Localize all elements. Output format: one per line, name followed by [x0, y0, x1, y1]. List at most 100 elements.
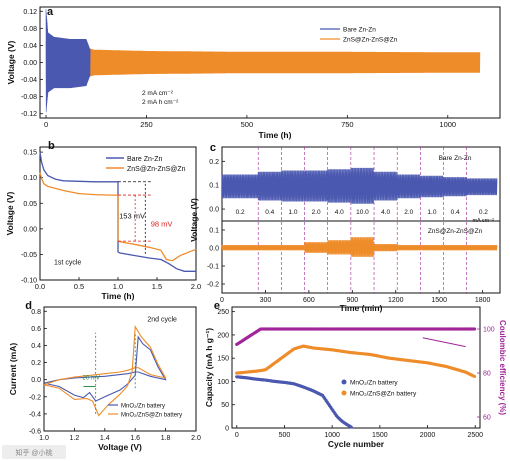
panel-c-rate-label: 10.0	[356, 209, 369, 216]
panel-c-ytick-label-top: 0.1	[209, 183, 219, 190]
panel-b-ytick-label: -0.05	[21, 252, 37, 259]
panel-b-xtick-label: 2.0	[191, 282, 201, 291]
panel-c-rate-label: 4.0	[381, 209, 390, 216]
panel-d-frame	[43, 306, 197, 432]
panel-a-ytick-label: 0.04	[23, 43, 37, 50]
panel-a-condition-current: 2 mA cm⁻²	[142, 90, 174, 97]
panel-e-ytick-label: 0	[225, 426, 229, 433]
panel-a-xtick-label: 1000	[439, 120, 456, 129]
panel-c-xtick-label: 900	[346, 297, 358, 304]
panel-c-series-zns	[221, 237, 498, 257]
panel-b-xtick-label: 0.0	[35, 282, 45, 291]
panel-d-xtick-label: 2.0	[191, 435, 201, 442]
panel-c-xtick-label: 1200	[388, 297, 404, 304]
panel-e-ytick-label: 250	[217, 309, 229, 316]
panel-a-series-bare	[45, 9, 91, 113]
panel-c-ylabel: Voltage (V)	[189, 198, 199, 242]
panel-a-series-zns	[45, 41, 481, 84]
panel-c-xlabel: Time (min)	[340, 303, 383, 313]
panel-c-xtick-label: 0	[220, 297, 224, 304]
panel-a-ytick-label: -0.12	[21, 111, 37, 118]
panel-e-xtick-label: 1000	[324, 432, 340, 439]
panel-d-ylabel: Current (mA)	[8, 343, 18, 396]
panel-e-legend-zns: MnO₂/ZnS@Zn battery	[350, 391, 417, 398]
panel-c-rate-label: 0.2	[236, 209, 245, 216]
panel-c-series-bare	[221, 167, 498, 204]
panel-a-ytick-label: 0.12	[23, 9, 37, 16]
panel-d-ytick-label: -0.6	[29, 429, 41, 436]
panel-c-xtick-label: 1800	[475, 297, 491, 304]
panel-c-ytick-label-top: 0.2	[209, 159, 219, 166]
panel-c-rate-label: 1.0	[288, 209, 297, 216]
panel-b-legend-bare: Bare Zn-Zn	[127, 156, 163, 163]
panel-c-frame	[221, 146, 501, 294]
panel-a-xlabel: Time (h)	[259, 130, 292, 140]
panel-d-gap-label: 20 mV	[82, 376, 99, 382]
panel-e-ytick-label: 150	[217, 356, 229, 363]
panel-d-xtick-label: 1.6	[130, 435, 140, 442]
panel-c-xtick-label: 600	[303, 297, 315, 304]
panel-b-bare-overpotential: 153 mV	[119, 212, 145, 221]
panel-e-xtick-label: 500	[279, 432, 291, 439]
panel-b-ytick-label: 0.15	[23, 150, 37, 157]
panel-d-letter: d	[25, 300, 32, 312]
panel-b-zns-overpotential: 98 mV	[151, 219, 173, 228]
panel-a-xtick-label: 0	[44, 120, 48, 129]
panel-e-xtick-label: 1500	[372, 432, 388, 439]
panel-d-series-zn	[43, 335, 167, 402]
panel-c-rate-label: 2.0	[312, 209, 321, 216]
panel-e-ytick-label-right: 60	[483, 415, 491, 422]
panel-d-xlabel: Voltage (V)	[98, 442, 142, 452]
panel-e-ytick-label: 50	[221, 402, 229, 409]
panel-e-legend-marker-zn	[341, 379, 347, 385]
panel-e-ytick-label: 100	[217, 379, 229, 386]
panel-e-point-zn	[349, 425, 353, 429]
panel-e-point-zns	[472, 374, 477, 379]
panel-a-letter: a	[47, 6, 54, 18]
panel-c-rate-label: 2.0	[404, 209, 413, 216]
panel-e-xtick-label: 0	[235, 432, 239, 439]
watermark-background	[2, 445, 66, 459]
panel-c-rate-label: 4.0	[335, 209, 344, 216]
panel-e-legend-marker-zns	[341, 390, 347, 396]
panel-d-xtick-label: 1.0	[39, 435, 49, 442]
panel-e-ylabel-right: Coulombic efficiency (%)	[498, 320, 507, 415]
panel-a-ylabel: Voltage (V)	[6, 40, 16, 84]
panel-b-ytick-label: 0.05	[23, 201, 37, 208]
panel-e-ytick-label-right: 80	[483, 371, 491, 378]
panel-e-legend-zn: MnO₂/Zn battery	[350, 380, 398, 387]
panel-c-top-label: Bare Zn-Zn	[439, 155, 472, 162]
panel-b-ytick-label: -0.10	[21, 278, 37, 285]
panel-d-ytick-label: -0.2	[29, 394, 41, 401]
panel-c-rate-label: 0.4	[451, 209, 460, 216]
panel-a-xtick-label: 250	[140, 120, 153, 129]
panel-e-xtick-label: 2500	[467, 432, 483, 439]
panel-b-xtick-label: 0.5	[74, 282, 84, 291]
panel-c-letter: c	[210, 142, 216, 154]
panel-b-legend-zns: ZnS@Zn-ZnS@Zn	[127, 166, 186, 173]
panel-e-letter: e	[214, 300, 220, 312]
panel-c-ytick-label-bottom: 0.1	[209, 228, 219, 235]
panel-a-xtick-label: 500	[241, 120, 254, 129]
panel-b-xtick-label: 1.5	[152, 282, 162, 291]
panel-a-ytick-label: 0.00	[23, 60, 37, 67]
panel-a-ytick-label: -0.08	[21, 94, 37, 101]
panel-c-ytick-label-bottom: 0.0	[209, 246, 219, 253]
panel-c-rate-label: 1.0	[427, 209, 436, 216]
panel-d-ytick-label: 0.8	[31, 309, 41, 316]
panel-a-xtick-label: 750	[341, 120, 354, 129]
panel-d-legend-zn: MnO₂/Zn battery	[121, 404, 165, 410]
panel-d-ytick-label: 0.0	[31, 377, 41, 384]
panel-d-legend-zns: MnO₂/ZnS@Zn battery	[121, 413, 182, 419]
panel-e-ylabel: Capacity (mA h g⁻¹)	[204, 328, 214, 407]
panel-e-frame	[231, 306, 481, 429]
panel-e-xtick-label: 2000	[420, 432, 436, 439]
panel-d-cycle-label: 2nd cycle	[147, 317, 177, 324]
panel-a-condition-capacity: 2 mA h cm⁻²	[142, 99, 179, 106]
panel-d-series-zns	[43, 324, 167, 417]
panel-b-letter: b	[48, 140, 55, 152]
panel-e-ce-arrow	[422, 337, 466, 348]
panel-d-ytick-label: 0.6	[31, 326, 41, 333]
panel-b-cycle-label: 1st cycle	[54, 260, 81, 267]
